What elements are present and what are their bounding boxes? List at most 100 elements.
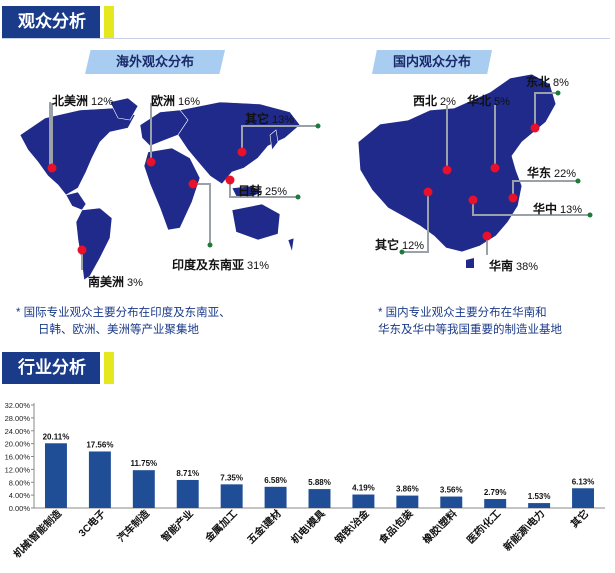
dot-japan-korea (225, 175, 235, 185)
x-tick-label: 食品\包装 (375, 507, 415, 547)
label-northeast: 东北 8% (526, 75, 569, 89)
label-other-overseas: 其它 13% (245, 112, 295, 126)
dot-east (508, 193, 518, 203)
x-tick-label: 机电\模具 (288, 507, 327, 546)
overseas-note-line1: * 国际专业观众主要分布在印度及东南亚、 (16, 307, 231, 319)
label-northwest: 西北 2% (413, 94, 456, 108)
china-map (357, 73, 557, 268)
y-tick-label: 8.00% (9, 478, 31, 487)
north-america-shape (19, 107, 136, 196)
x-tick-label: 橡胶\塑料 (420, 507, 459, 546)
leader-line-japan-korea (229, 180, 298, 198)
bar-value-label: 8.71% (176, 469, 199, 478)
end-dot-central (587, 212, 593, 218)
x-tick-label: 金属加工 (202, 507, 240, 545)
south-america-shape (75, 207, 113, 281)
y-tick-label: 32.00% (5, 401, 31, 410)
industry-section-title: 行业分析 (2, 352, 114, 384)
dot-north (490, 163, 500, 173)
y-tick-label: 24.00% (5, 427, 31, 436)
end-dot-northeast (555, 90, 561, 96)
bar-1 (88, 451, 111, 508)
y-tick-label: 16.00% (5, 453, 31, 462)
bar-value-label: 2.79% (484, 488, 507, 497)
bar-value-label: 4.19% (352, 484, 375, 493)
label-south-america: 南美洲 3% (88, 275, 143, 289)
label-other-domestic: 其它 12% (375, 238, 425, 252)
bar-5 (264, 486, 287, 508)
domestic-banner-text: 国内观众分布 (392, 54, 471, 69)
x-tick-label: 机械\智能制造 (10, 506, 64, 560)
x-tick-label: 五金\建材 (244, 507, 283, 546)
industry-title-text: 行业分析 (18, 358, 86, 377)
bar-value-label: 6.58% (264, 476, 287, 485)
label-india-sea: 印度及东南亚 31% (172, 258, 270, 272)
bar-6 (308, 489, 331, 508)
label-japan-korea: 日韩 25% (238, 184, 288, 198)
dot-north-america (47, 163, 57, 173)
domestic-banner: 国内观众分布 (372, 50, 492, 74)
china-shape (357, 73, 557, 253)
y-tick-label: 0.00% (9, 504, 31, 513)
asia-shape (177, 101, 301, 185)
china-map-annotations (399, 90, 593, 255)
australia-shape (231, 203, 281, 241)
japan-shape (269, 129, 279, 151)
end-dot-east (575, 178, 581, 184)
bar-4 (220, 484, 243, 508)
dot-europe (146, 157, 156, 167)
bar-value-label: 7.35% (220, 473, 243, 482)
industry-bar-chart: 0.00% 4.00% 8.00% 12.00% 16.00% 20.00% 24.00% 2… (5, 401, 605, 561)
x-tick-label: 其它 (568, 507, 591, 530)
world-map-annotations (47, 103, 321, 270)
leader-line-northeast (534, 92, 558, 128)
label-europe: 欧洲 16% (151, 94, 201, 108)
dot-india-sea (188, 179, 198, 189)
y-tick-label: 12.00% (5, 465, 31, 474)
dot-northeast (530, 123, 540, 133)
leader-line-india-sea (193, 183, 211, 245)
domestic-note-line2: 华东及华中等我国重要的制造业基地 (378, 324, 562, 336)
label-central: 华中 13% (533, 202, 583, 216)
label-south: 华南 38% (489, 259, 539, 273)
bar-11 (528, 503, 551, 508)
title-accent-bar (104, 6, 114, 38)
bar-7 (352, 494, 375, 508)
world-map (19, 97, 301, 281)
bar-0 (44, 443, 67, 508)
x-tick-label: 钢铁\冶金 (332, 506, 372, 546)
bar-value-label: 11.75% (130, 459, 157, 468)
x-tick-label: 医药\化工 (464, 507, 503, 546)
end-dot-india-sea (207, 242, 213, 248)
domestic-note-line1: * 国内专业观众主要分布在华南和 (378, 307, 547, 319)
bar-9 (440, 496, 463, 508)
dot-other-domestic (423, 187, 433, 197)
title-accent-bar-2 (104, 352, 114, 384)
bar-value-label: 3.86% (396, 485, 419, 494)
bar-value-label: 20.11% (43, 432, 70, 441)
bar-10 (484, 499, 507, 508)
dot-northwest (442, 165, 452, 175)
bar-12 (572, 488, 595, 508)
dot-south-america (77, 245, 87, 255)
dot-other (237, 147, 247, 157)
bar-value-label: 17.56% (86, 440, 113, 449)
dot-central (468, 195, 478, 205)
overseas-note: * 国际专业观众主要分布在印度及东南亚、 日韩、欧洲、美洲等产业聚集地 (16, 305, 231, 339)
x-tick-label: 智能产业 (158, 507, 195, 544)
label-north-america: 北美洲 12% (52, 94, 114, 108)
y-tick-label: 4.00% (9, 491, 31, 500)
africa-shape (143, 147, 201, 231)
bar-8 (396, 495, 419, 508)
leader-line-central (472, 200, 590, 216)
audience-title-text: 观众分析 (18, 12, 86, 31)
end-dot-japan-korea (295, 194, 301, 200)
label-north: 华北 5% (467, 94, 510, 108)
overseas-note-line2: 日韩、欧洲、美洲等产业聚集地 (38, 324, 199, 336)
leader-line-east (512, 180, 578, 198)
x-tick-label: 汽车制造 (114, 506, 152, 544)
hainan-shape (466, 258, 474, 268)
domestic-note: * 国内专业观众主要分布在华南和 华东及华中等我国重要的制造业基地 (378, 305, 562, 339)
overseas-banner: 海外观众分布 (85, 50, 225, 74)
y-tick-label: 20.00% (5, 440, 31, 449)
